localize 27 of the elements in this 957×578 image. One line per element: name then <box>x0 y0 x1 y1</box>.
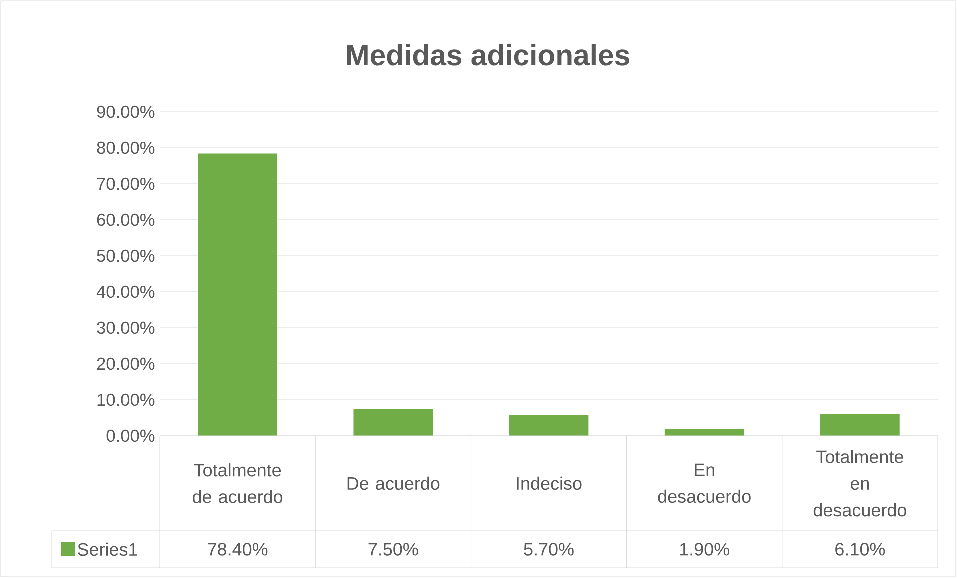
data-label: 1.90% <box>680 543 730 556</box>
x-tick-label: De acuerdo <box>348 476 440 490</box>
y-tick-label: 40.00% <box>96 286 155 298</box>
y-tick-label: 50.00% <box>97 250 155 262</box>
y-tick-label: 30.00% <box>97 322 155 334</box>
y-tick-label: 80.00% <box>97 142 155 154</box>
y-tick-label: 60.00% <box>97 214 155 226</box>
data-label: 6.10% <box>836 543 886 556</box>
x-tick-label: Totalmente en desacuerdo <box>814 450 906 517</box>
legend-label: Series1 <box>78 542 138 556</box>
chart-title: Medidas adicionales <box>347 44 630 66</box>
data-label: 78.40% <box>208 543 268 556</box>
bar <box>820 414 900 436</box>
y-tick-label: 70.00% <box>97 178 155 190</box>
bar <box>198 154 278 436</box>
data-label: 5.70% <box>524 543 574 556</box>
x-tick-label: Indeciso <box>517 476 582 490</box>
x-tick-label: Totalmente de acuerdo <box>193 464 283 504</box>
y-tick-label: 90.00% <box>97 106 155 118</box>
bar <box>509 415 589 436</box>
y-tick-label: 10.00% <box>98 394 155 406</box>
bar <box>664 429 744 436</box>
y-tick-label: 0.00% <box>106 430 155 442</box>
x-tick-label: En desacuerdo <box>658 464 751 504</box>
y-tick-label: 20.00% <box>97 358 155 370</box>
bar <box>354 408 434 436</box>
data-label: 7.50% <box>368 543 418 556</box>
